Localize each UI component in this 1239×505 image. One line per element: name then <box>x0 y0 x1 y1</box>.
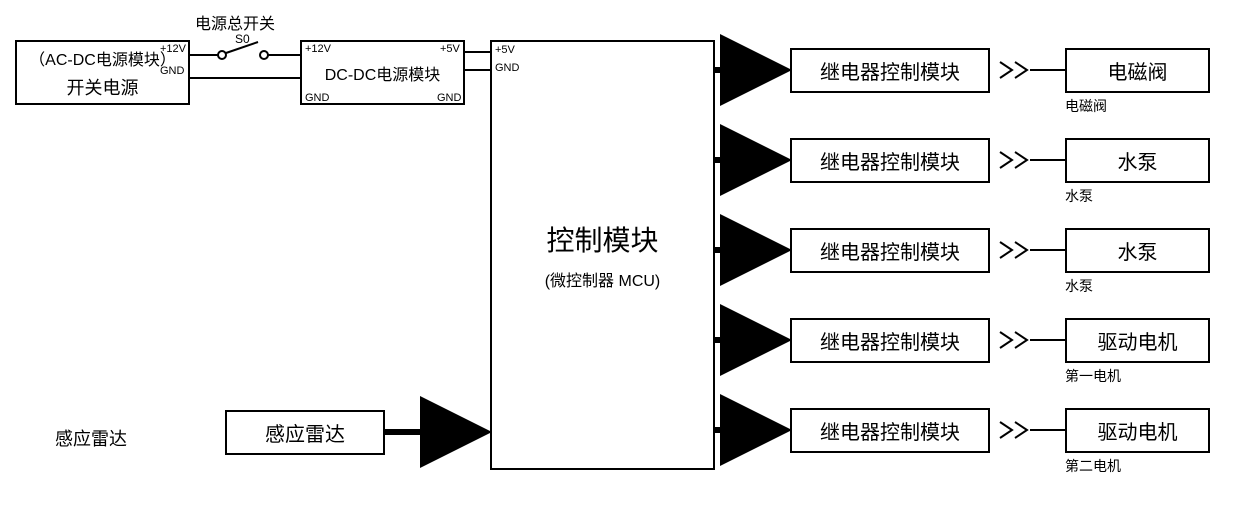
output-caption-4: 第二电机 <box>1065 456 1121 476</box>
mcu-pin-gnd: GND <box>495 62 519 74</box>
mcu-title: 控制模块 <box>546 219 658 259</box>
relay-text-2: 继电器控制模块 <box>820 236 960 265</box>
output-block-4: 驱动电机 <box>1065 408 1210 453</box>
output-block-3: 驱动电机 <box>1065 318 1210 363</box>
radar-text: 感应雷达 <box>265 418 345 447</box>
dcdc-text: DC-DC电源模块 <box>325 61 441 85</box>
dcdc-pin-gndl: GND <box>305 92 329 104</box>
output-text-4: 驱动电机 <box>1098 416 1178 445</box>
relay-text-1: 继电器控制模块 <box>820 146 960 175</box>
output-block-2: 水泵 <box>1065 228 1210 273</box>
output-text-2: 水泵 <box>1118 236 1158 265</box>
output-text-0: 电磁阀 <box>1108 56 1168 85</box>
dcdc-pin-5v: +5V <box>440 43 460 55</box>
relay-block-3: 继电器控制模块 <box>790 318 990 363</box>
acdc-line1: （AC-DC电源模块） <box>29 46 176 70</box>
radar-side-label: 感应雷达 <box>55 425 127 451</box>
switch-title: 电源总开关 <box>195 10 275 34</box>
output-caption-1: 水泵 <box>1065 186 1093 206</box>
acdc-line2: 开关电源 <box>67 74 139 100</box>
relay-text-0: 继电器控制模块 <box>820 56 960 85</box>
relay-block-1: 继电器控制模块 <box>790 138 990 183</box>
output-text-3: 驱动电机 <box>1098 326 1178 355</box>
acdc-pin-gnd: GND <box>160 65 184 77</box>
relay-block-0: 继电器控制模块 <box>790 48 990 93</box>
dcdc-pin-gndr: GND <box>437 92 461 104</box>
mcu-sub: (微控制器 MCU) <box>545 267 661 291</box>
radar-block: 感应雷达 <box>225 410 385 455</box>
acdc-pin-12v: +12V <box>160 43 186 55</box>
output-caption-0: 电磁阀 <box>1065 96 1107 116</box>
switch-sub: S0 <box>235 32 250 46</box>
output-caption-2: 水泵 <box>1065 276 1093 296</box>
relay-block-2: 继电器控制模块 <box>790 228 990 273</box>
output-text-1: 水泵 <box>1118 146 1158 175</box>
dcdc-pin-12v: +12V <box>305 43 331 55</box>
relay-text-3: 继电器控制模块 <box>820 326 960 355</box>
mcu-pin-5v: +5V <box>495 44 515 56</box>
output-block-0: 电磁阀 <box>1065 48 1210 93</box>
mcu-block: 控制模块 (微控制器 MCU) <box>490 40 715 470</box>
output-block-1: 水泵 <box>1065 138 1210 183</box>
output-caption-3: 第一电机 <box>1065 366 1121 386</box>
relay-text-4: 继电器控制模块 <box>820 416 960 445</box>
relay-block-4: 继电器控制模块 <box>790 408 990 453</box>
